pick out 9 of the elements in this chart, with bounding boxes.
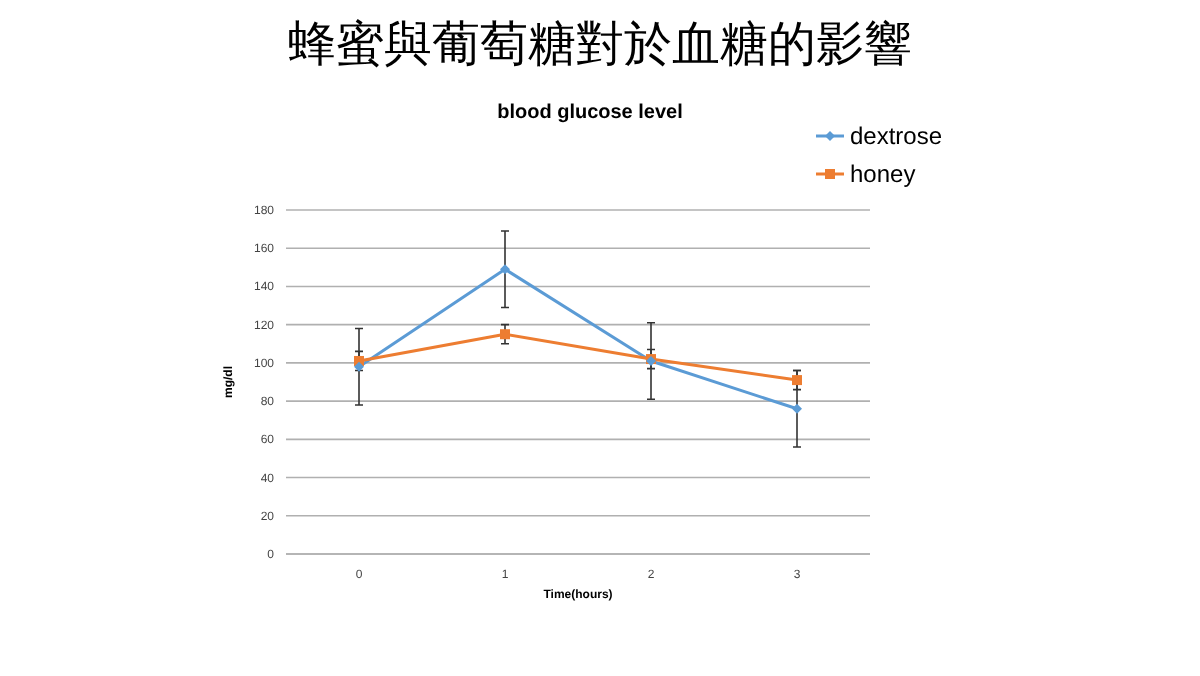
point bbox=[500, 264, 510, 275]
point bbox=[354, 361, 364, 372]
point bbox=[500, 329, 510, 340]
legend-label: honey bbox=[850, 160, 916, 188]
legend-label: dextrose bbox=[850, 122, 943, 150]
chart-title: 蜂蜜與葡萄糖對於血糖的影響 bbox=[288, 18, 912, 72]
point bbox=[792, 403, 802, 414]
chart-subtitle: blood glucose level bbox=[497, 102, 684, 124]
point bbox=[792, 375, 802, 386]
